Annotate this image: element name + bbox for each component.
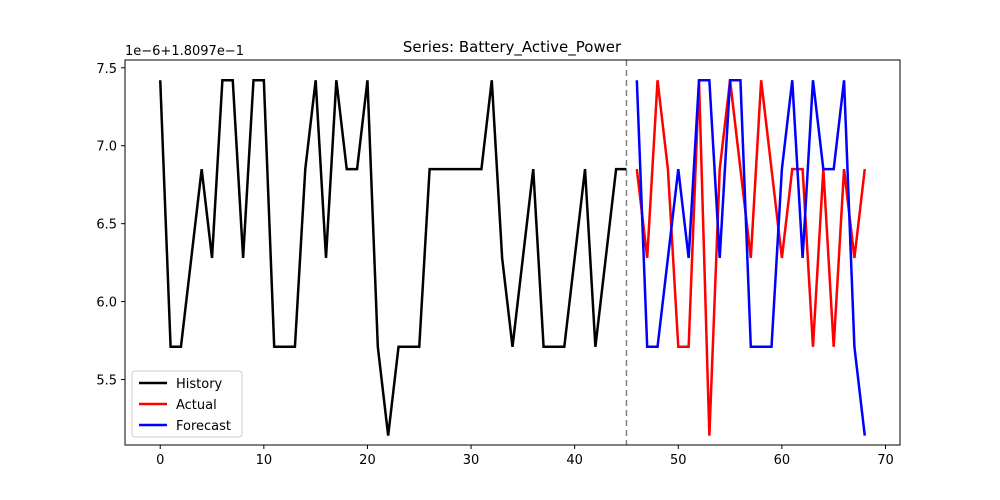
- legend-box: [131, 370, 243, 438]
- axes-frame: [124, 59, 901, 446]
- chart-title: Series: Battery_Active_Power: [403, 38, 622, 57]
- x-tick-label: 60: [774, 453, 791, 468]
- actual-legend-label: Actual: [176, 398, 217, 413]
- y-tick-label: 6.5: [96, 218, 117, 233]
- y-tick-label: 6.0: [96, 296, 117, 311]
- x-tick-label: 40: [566, 453, 583, 468]
- plot-area: [158, 60, 867, 445]
- x-tick-label: 0: [156, 453, 164, 468]
- y-tick-label: 5.5: [96, 374, 117, 389]
- x-tick-label: 70: [877, 453, 894, 468]
- x-tick-label: 30: [463, 453, 480, 468]
- forecast-legend-label: Forecast: [176, 419, 231, 434]
- x-tick-label: 20: [359, 453, 376, 468]
- y-tick-label: 7.5: [96, 62, 117, 77]
- history-line: [158, 79, 627, 436]
- forecast-line: [635, 79, 867, 436]
- x-tick-label: 50: [670, 453, 687, 468]
- history-legend-label: History: [176, 377, 223, 392]
- x-tick-label: 10: [256, 453, 273, 468]
- y-tick-label: 7.0: [96, 140, 117, 155]
- y-offset-label: 1e−6+1.8097e−1: [125, 44, 244, 59]
- actual-line: [635, 80, 867, 436]
- legend: History Actual Forecast: [131, 370, 243, 438]
